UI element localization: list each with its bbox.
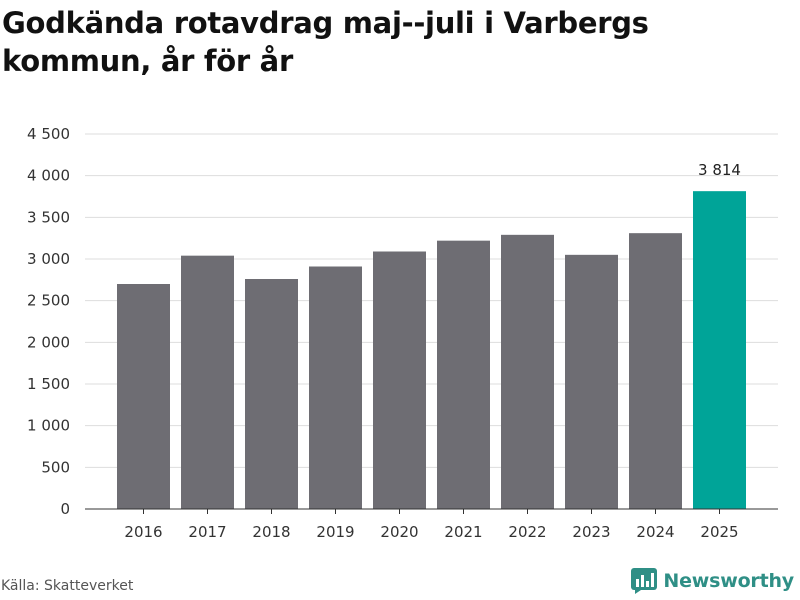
x-tick-label: 2024	[636, 523, 674, 541]
y-tick-label: 2 500	[27, 292, 70, 310]
bar-2016	[117, 284, 170, 509]
x-tick-label: 2023	[572, 523, 610, 541]
x-axis-ticks: 2016 2017 2018 2019 2020 2021 2022 2023 2024 2025	[124, 509, 739, 541]
y-tick-label: 3 500	[27, 208, 70, 226]
chart-title: Godkända rotavdrag maj--juli i Varbergs …	[2, 6, 649, 78]
y-tick-label: 4 500	[27, 125, 70, 143]
bar-2023	[565, 254, 618, 509]
bars	[117, 191, 746, 510]
x-tick-label: 2018	[252, 523, 290, 541]
y-tick-label: 2 000	[27, 333, 70, 351]
x-tick-label: 2016	[124, 523, 162, 541]
y-tick-label: 1 000	[27, 417, 70, 435]
bar-2017	[181, 255, 234, 509]
brand-name: Newsworthy	[663, 570, 794, 592]
y-tick-label: 500	[41, 458, 70, 476]
bar-2025	[693, 191, 746, 509]
data-label: 3 814	[698, 161, 741, 179]
x-tick-label: 2017	[188, 523, 226, 541]
y-tick-label: 4 000	[27, 167, 70, 185]
x-tick-label: 2020	[380, 523, 418, 541]
bar-2020	[373, 251, 426, 509]
y-tick-label: 3 000	[27, 250, 70, 268]
source-note: Källa: Skatteverket	[1, 578, 134, 594]
x-tick-label: 2021	[444, 523, 482, 541]
y-tick-label: 0	[60, 500, 70, 518]
bar-2018	[245, 279, 298, 509]
y-axis-ticks: 0 500 1 000 1 500 2 000 2 500 3 000 3 500 4 000 4…	[27, 125, 70, 518]
brand: Newsworthy	[631, 568, 794, 594]
bar-2022	[501, 234, 554, 510]
y-tick-label: 1 500	[27, 375, 70, 393]
x-tick-label: 2025	[700, 523, 738, 541]
x-tick-label: 2019	[316, 523, 354, 541]
x-tick-label: 2022	[508, 523, 546, 541]
bar-2019	[309, 266, 362, 509]
data-labels: 3 814	[698, 161, 741, 179]
bar-2024	[629, 233, 682, 509]
bar-2021	[437, 240, 490, 509]
newsworthy-logo-icon	[631, 568, 658, 594]
